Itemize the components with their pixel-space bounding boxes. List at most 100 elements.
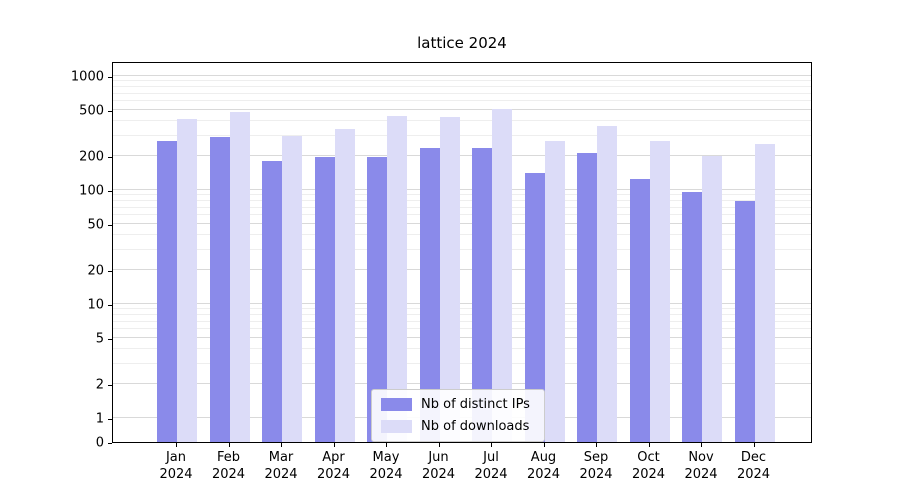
minor-gridline bbox=[113, 214, 811, 216]
x-tick-mark bbox=[701, 443, 702, 447]
x-tick-label: Dec 2024 bbox=[736, 450, 771, 482]
bar-nb-of-distinct-ips-may-2024 bbox=[367, 156, 387, 442]
bar-nb-of-distinct-ips-jan-2024 bbox=[157, 140, 177, 442]
bar-nb-of-distinct-ips-jun-2024 bbox=[419, 147, 440, 442]
minor-gridline bbox=[113, 328, 811, 330]
legend-item-distinct-ips: Nb of distinct IPs bbox=[381, 397, 530, 412]
x-tick-label: Jul 2024 bbox=[474, 450, 508, 482]
major-gridline bbox=[113, 189, 811, 190]
bar-nb-of-downloads-feb-2024 bbox=[229, 112, 250, 442]
y-tick-label: 1 bbox=[95, 411, 104, 427]
x-tick-mark bbox=[386, 443, 387, 447]
x-tick-label: May 2024 bbox=[369, 450, 403, 482]
y-tick-mark bbox=[108, 305, 112, 306]
bar-nb-of-downloads-may-2024 bbox=[387, 115, 407, 442]
y-tick-mark bbox=[108, 156, 112, 158]
x-tick-mark bbox=[176, 443, 177, 447]
minor-gridline bbox=[113, 206, 811, 208]
chart-title: lattice 2024 bbox=[417, 34, 507, 52]
minor-gridline bbox=[113, 92, 811, 94]
y-tick-label: 2 bbox=[95, 377, 104, 393]
legend-label-downloads: Nb of downloads bbox=[421, 419, 530, 434]
y-tick-mark bbox=[108, 270, 112, 272]
x-tick-mark bbox=[596, 443, 597, 447]
y-tick-label: 20 bbox=[87, 263, 104, 279]
bar-nb-of-downloads-sep-2024 bbox=[597, 125, 617, 442]
y-tick-mark bbox=[108, 77, 112, 78]
y-tick-mark bbox=[108, 339, 112, 341]
x-tick-label: Feb 2024 bbox=[211, 450, 246, 482]
minor-gridline bbox=[113, 362, 811, 364]
legend-swatch-downloads bbox=[381, 420, 412, 433]
y-tick-label: 500 bbox=[79, 103, 104, 119]
legend-item-downloads: Nb of downloads bbox=[381, 419, 530, 434]
bar-nb-of-distinct-ips-dec-2024 bbox=[734, 201, 755, 442]
bar-nb-of-downloads-jan-2024 bbox=[177, 118, 197, 442]
bar-nb-of-distinct-ips-mar-2024 bbox=[262, 160, 282, 442]
minor-gridline bbox=[113, 80, 811, 82]
minor-gridline bbox=[113, 194, 811, 196]
y-tick-mark bbox=[108, 191, 112, 192]
major-gridline bbox=[113, 109, 811, 111]
x-tick-label: Aug 2024 bbox=[526, 450, 561, 482]
bar-nb-of-distinct-ips-oct-2024 bbox=[629, 178, 650, 442]
y-tick-label: 50 bbox=[87, 217, 104, 233]
bar-nb-of-downloads-aug-2024 bbox=[544, 140, 565, 442]
x-tick-label: Mar 2024 bbox=[264, 450, 298, 482]
major-gridline bbox=[113, 268, 811, 270]
minor-gridline bbox=[113, 248, 811, 250]
y-tick-mark bbox=[108, 419, 112, 420]
y-tick-mark bbox=[108, 111, 112, 113]
minor-gridline bbox=[113, 320, 811, 322]
minor-gridline bbox=[113, 200, 811, 202]
bar-nb-of-downloads-dec-2024 bbox=[754, 143, 775, 442]
minor-gridline bbox=[113, 348, 811, 350]
bar-nb-of-distinct-ips-jul-2024 bbox=[472, 147, 492, 442]
major-gridline bbox=[113, 223, 811, 225]
bar-nb-of-downloads-oct-2024 bbox=[649, 140, 670, 442]
x-tick-label: Apr 2024 bbox=[316, 450, 351, 482]
x-tick-label: Oct 2024 bbox=[631, 450, 666, 482]
y-tick-label: 0 bbox=[95, 435, 104, 451]
x-tick-label: Nov 2024 bbox=[684, 450, 718, 482]
y-tick-label: 5 bbox=[95, 331, 104, 347]
bar-nb-of-downloads-nov-2024 bbox=[702, 155, 722, 442]
minor-gridline bbox=[113, 120, 811, 122]
x-tick-mark bbox=[543, 443, 545, 447]
bar-nb-of-downloads-apr-2024 bbox=[334, 128, 355, 442]
x-tick-label: Sep 2024 bbox=[579, 450, 613, 482]
y-tick-mark bbox=[108, 384, 112, 386]
minor-gridline bbox=[113, 234, 811, 236]
y-tick-label: 10 bbox=[87, 297, 104, 313]
x-tick-mark bbox=[281, 443, 282, 447]
y-tick-mark bbox=[108, 443, 112, 444]
y-tick-label: 100 bbox=[79, 183, 104, 199]
bar-nb-of-distinct-ips-aug-2024 bbox=[524, 173, 545, 442]
y-tick-label: 200 bbox=[79, 149, 104, 165]
x-tick-mark bbox=[438, 443, 440, 447]
major-gridline bbox=[113, 303, 811, 304]
y-tick-mark bbox=[108, 225, 112, 227]
major-gridline bbox=[113, 382, 811, 384]
minor-gridline bbox=[113, 134, 811, 136]
x-tick-label: Jun 2024 bbox=[421, 450, 456, 482]
bar-nb-of-downloads-jun-2024 bbox=[439, 117, 460, 442]
x-tick-mark bbox=[228, 443, 230, 447]
bar-nb-of-downloads-mar-2024 bbox=[282, 135, 302, 442]
minor-gridline bbox=[113, 314, 811, 316]
x-tick-mark bbox=[648, 443, 650, 447]
bar-nb-of-distinct-ips-nov-2024 bbox=[682, 191, 702, 442]
minor-gridline bbox=[113, 86, 811, 88]
bar-nb-of-downloads-jul-2024 bbox=[492, 109, 512, 442]
x-tick-mark bbox=[753, 443, 755, 447]
legend: Nb of distinct IPs Nb of downloads bbox=[371, 389, 545, 442]
bar-nb-of-distinct-ips-apr-2024 bbox=[314, 156, 335, 442]
bar-nb-of-distinct-ips-sep-2024 bbox=[577, 153, 597, 442]
x-tick-label: Jan 2024 bbox=[159, 450, 193, 482]
minor-gridline bbox=[113, 100, 811, 102]
x-tick-mark bbox=[491, 443, 492, 447]
y-tick-label: 1000 bbox=[70, 69, 104, 85]
plot-area: Nb of distinct IPs Nb of downloads bbox=[112, 62, 812, 443]
legend-swatch-distinct-ips bbox=[381, 398, 412, 411]
